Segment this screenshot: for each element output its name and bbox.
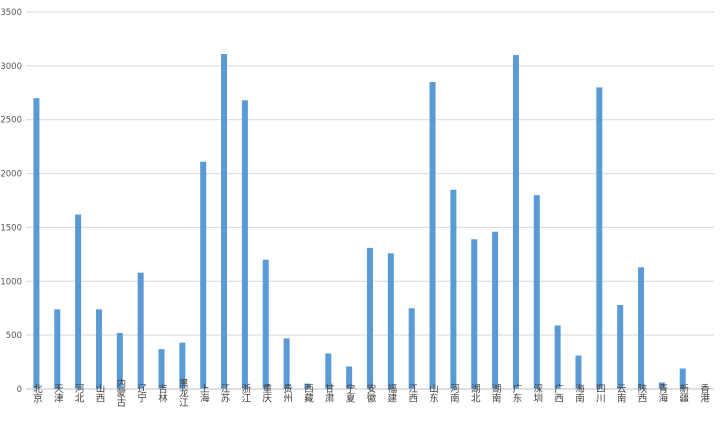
x-tick-label: 内蒙古 [114, 378, 126, 408]
bar-16 [367, 247, 373, 389]
bar-11 [262, 259, 269, 389]
bar-27 [596, 87, 603, 390]
bar-22 [492, 231, 499, 389]
x-tick-label: 吉林 [156, 384, 168, 404]
bar-3 [95, 309, 102, 389]
bar-9 [221, 54, 228, 389]
x-tick-label: 广东 [510, 383, 522, 403]
x-axis-labels: 北京 天津 河北 山西 内蒙古 辽宁 吉林 黑龙江 上海 江苏 浙江 重庆 贵州 西藏 甘肃 宁夏 安徽 福建 江西… [31, 378, 710, 408]
bar-21 [471, 239, 478, 389]
x-tick-label: 河南 [448, 383, 460, 403]
bar-23 [512, 55, 519, 389]
x-tick-label: 江苏 [219, 384, 231, 404]
x-tick-label: 山西 [93, 384, 105, 404]
y-tick-label: 2000 [0, 170, 22, 180]
bar-4 [116, 332, 123, 389]
x-tick-label: 海南 [573, 383, 585, 403]
bar-13 [304, 383, 311, 389]
x-tick-label: 四川 [594, 384, 606, 403]
x-tick-label: 山东 [427, 384, 439, 403]
x-tick-label: 上海 [198, 384, 210, 404]
x-tick-label: 甘肃 [323, 383, 335, 404]
x-tick-label: 北京 [31, 384, 43, 404]
x-tick-label: 青海 [656, 383, 668, 404]
x-tick-label: 重庆 [260, 383, 272, 404]
bar-28 [617, 304, 624, 389]
x-tick-label: 云南 [615, 384, 627, 403]
bar-30 [658, 382, 665, 389]
x-tick-label: 深圳 [531, 384, 543, 403]
bar-2 [75, 214, 82, 389]
bars [33, 54, 686, 390]
bar-6 [158, 349, 165, 389]
bar-19 [429, 82, 436, 389]
x-tick-label: 河北 [73, 383, 85, 404]
bar-31 [679, 368, 686, 389]
y-tick-label: 2500 [0, 116, 22, 126]
bar-12 [283, 338, 290, 389]
x-tick-label: 湖北 [469, 384, 481, 404]
x-tick-label: 天津 [52, 384, 64, 404]
x-tick-label: 宁夏 [344, 383, 356, 403]
bar-0 [33, 98, 40, 390]
bar-1 [54, 309, 61, 389]
y-tick-label: 3500 [0, 8, 22, 18]
x-tick-label: 陕西 [636, 383, 648, 404]
x-tick-label: 新疆 [677, 383, 689, 404]
bar-10 [241, 100, 248, 389]
bar-8 [200, 161, 207, 389]
bar-20 [450, 189, 457, 389]
y-axis-ticks: 0 500 1000 1500 2000 2500 3000 3500 [0, 8, 22, 395]
bar-24 [533, 195, 540, 389]
x-tick-label: 香港 [698, 384, 710, 403]
y-tick-label: 1000 [0, 277, 22, 287]
x-tick-label: 湖南 [490, 384, 502, 403]
y-tick-label: 3000 [0, 62, 22, 72]
bar-5 [137, 272, 144, 389]
bar-15 [346, 366, 353, 389]
x-tick-label: 安徽 [365, 383, 377, 404]
y-tick-label: 0 [17, 385, 22, 395]
x-tick-label: 江西 [406, 384, 418, 404]
x-tick-label: 浙江 [239, 383, 251, 404]
bar-14 [325, 353, 332, 389]
bar-25 [554, 325, 561, 389]
bar-18 [408, 308, 415, 389]
x-tick-label: 西藏 [302, 384, 314, 404]
bar-17 [387, 253, 394, 389]
x-tick-label: 广西 [552, 383, 564, 404]
x-tick-label: 辽宁 [135, 383, 147, 403]
bar-26 [575, 355, 582, 389]
x-tick-label: 黑龙江 [177, 379, 189, 408]
x-tick-label: 贵州 [281, 383, 293, 403]
bar-7 [179, 342, 186, 389]
y-tick-label: 500 [6, 331, 22, 341]
x-tick-label: 福建 [385, 383, 397, 404]
bar-29 [638, 267, 645, 389]
y-tick-label: 1500 [0, 223, 22, 233]
